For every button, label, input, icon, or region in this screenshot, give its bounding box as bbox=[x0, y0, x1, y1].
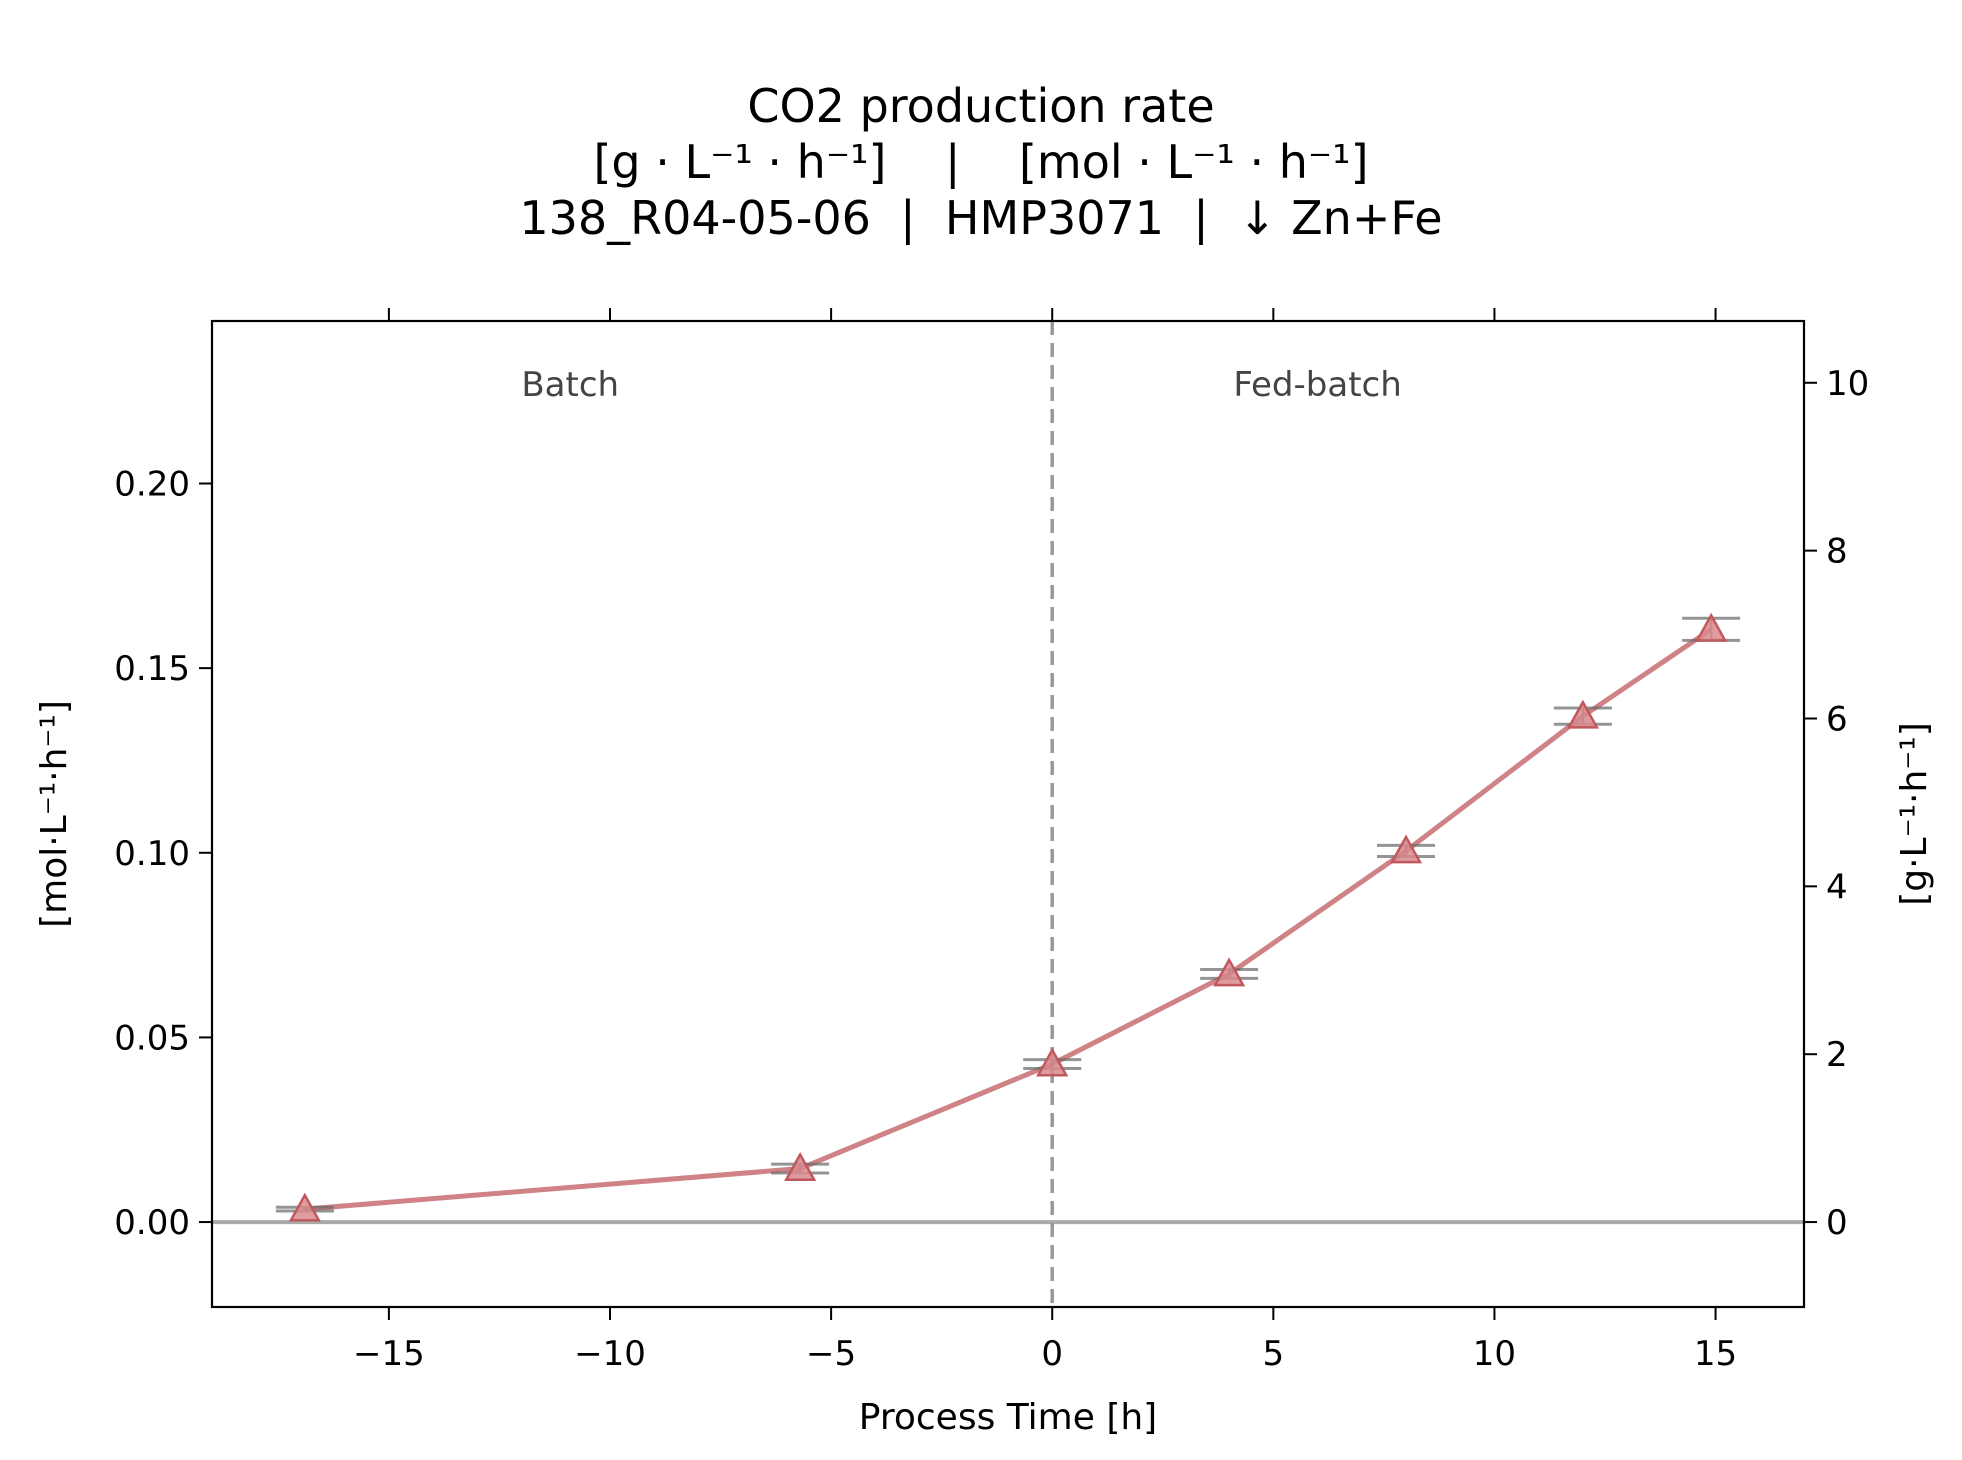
series-line bbox=[304, 627, 1713, 1212]
data-point-marker bbox=[1566, 699, 1600, 729]
chart-title-line-2: [g · L⁻¹ · h⁻¹] | [mol · L⁻¹ · h⁻¹] bbox=[593, 135, 1369, 189]
x-tick-label: −10 bbox=[574, 1334, 646, 1374]
x-tick-label: −15 bbox=[353, 1334, 425, 1374]
data-point-marker bbox=[288, 1192, 321, 1222]
phase-label-fed-batch: Fed-batch bbox=[1233, 365, 1401, 405]
y-right-tick-label: 2 bbox=[1826, 1035, 1848, 1075]
y-right-tick-label: 0 bbox=[1826, 1203, 1848, 1243]
x-axis-label: Process Time [h] bbox=[859, 1397, 1157, 1438]
data-point-marker bbox=[1212, 957, 1246, 987]
y-left-tick-label: 0.00 bbox=[114, 1203, 190, 1243]
y-axis-label-left: [mol·L⁻¹·h⁻¹] bbox=[34, 700, 75, 928]
chart-title-line-3: 138_R04-05-06 | HMP3071 | ↓ Zn+Fe bbox=[519, 191, 1443, 245]
x-tick-label: 5 bbox=[1263, 1334, 1285, 1374]
data-point-marker bbox=[1695, 612, 1728, 642]
y-right-tick-label: 4 bbox=[1826, 867, 1848, 907]
phase-label-batch: Batch bbox=[521, 365, 619, 405]
chart-title-line-1: CO2 production rate bbox=[747, 79, 1215, 133]
y-right-tick-label: 6 bbox=[1826, 699, 1848, 739]
y-left-tick-label: 0.15 bbox=[114, 649, 190, 689]
x-tick-label: −5 bbox=[806, 1334, 856, 1374]
y-axis-label-right: [g·L⁻¹·h⁻¹] bbox=[1894, 722, 1935, 906]
y-left-tick-label: 0.20 bbox=[114, 464, 190, 504]
plot-frame bbox=[210, 319, 1806, 1309]
y-right-tick-label: 8 bbox=[1826, 532, 1848, 572]
x-tick-label: 10 bbox=[1473, 1334, 1516, 1374]
y-left-tick-label: 0.05 bbox=[114, 1018, 190, 1058]
y-left-tick-label: 0.10 bbox=[114, 834, 190, 874]
data-point-marker bbox=[784, 1151, 817, 1181]
data-point-marker bbox=[1036, 1047, 1069, 1077]
data-point-marker bbox=[1389, 834, 1423, 864]
x-tick-label: 15 bbox=[1694, 1334, 1737, 1374]
x-tick-label: 0 bbox=[1041, 1334, 1063, 1374]
y-right-tick-label: 10 bbox=[1826, 364, 1869, 404]
